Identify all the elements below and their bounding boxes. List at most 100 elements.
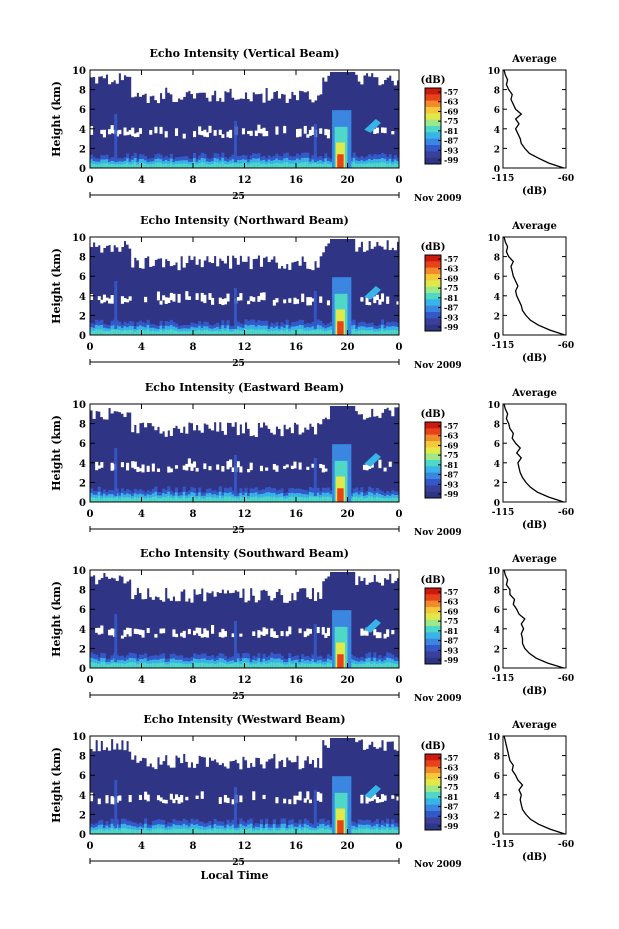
clear-air-gap <box>324 237 328 247</box>
clear-air-gap <box>229 237 233 269</box>
echo-cell <box>368 162 372 168</box>
date-label: 25 <box>232 359 245 369</box>
echo-cell <box>277 830 282 834</box>
clear-air-gap <box>236 404 240 436</box>
echo-cell <box>162 828 166 834</box>
echo-cell <box>229 163 233 168</box>
echo-cell <box>198 163 202 168</box>
clear-air-gap <box>162 736 166 762</box>
clear-air-gap <box>337 736 341 738</box>
clear-air-gap <box>275 404 279 427</box>
echo-cell <box>386 163 390 168</box>
clear-air-gap <box>380 127 385 133</box>
clear-air-gap <box>154 570 158 597</box>
clear-air-gap <box>259 237 264 267</box>
clear-air-gap <box>97 70 101 77</box>
clear-air-gap <box>285 464 289 468</box>
echo-cell <box>321 330 325 335</box>
heatmap <box>90 736 400 834</box>
echo-cell <box>380 329 385 335</box>
clear-air-gap <box>344 404 348 406</box>
echo-cell <box>329 830 333 834</box>
clear-air-gap <box>355 404 359 412</box>
clear-air-gap <box>316 791 320 801</box>
clear-air-gap <box>326 627 330 636</box>
clear-air-gap <box>321 736 325 741</box>
colorbar-swatch <box>425 441 441 448</box>
echo-cell <box>285 498 289 502</box>
echo-cell <box>144 498 148 502</box>
echo-cell <box>128 497 132 502</box>
echo-cell <box>370 163 374 168</box>
echo-cell <box>172 662 176 668</box>
clear-air-gap <box>95 70 99 84</box>
echo-cell <box>329 663 333 668</box>
clear-air-gap <box>368 465 372 469</box>
clear-air-gap <box>290 465 294 470</box>
clear-air-gap <box>141 70 145 95</box>
x-tick-label: 4 <box>138 841 145 852</box>
clear-air-gap <box>190 237 194 260</box>
clear-air-gap <box>265 570 269 591</box>
clear-air-gap <box>239 466 243 473</box>
clear-air-gap <box>226 293 230 302</box>
echo-cell <box>386 330 390 335</box>
echo-cell <box>321 496 325 502</box>
clear-air-gap <box>342 70 346 72</box>
colorbar-swatch <box>425 613 441 621</box>
clear-air-gap <box>319 793 323 802</box>
rain-event <box>332 110 381 168</box>
echo-cell <box>270 163 274 168</box>
echo-cell <box>267 496 271 502</box>
clear-air-gap <box>203 237 207 261</box>
echo-cell <box>133 829 137 834</box>
average-y-tick-label: 4 <box>494 792 500 802</box>
colorbar-tick-label: -69 <box>444 772 459 782</box>
average-frame <box>502 69 567 169</box>
clear-air-gap <box>370 237 374 249</box>
echo-cell <box>280 330 284 335</box>
clear-air-gap <box>393 70 397 86</box>
clear-air-gap <box>383 70 387 81</box>
clear-air-gap <box>326 129 330 139</box>
clear-air-gap <box>303 237 307 262</box>
clear-air-gap <box>241 128 245 135</box>
colorbar-swatch <box>425 88 441 95</box>
clear-air-gap <box>257 70 261 95</box>
clear-air-gap <box>332 570 336 572</box>
clear-air-gap <box>144 404 148 428</box>
colorbar-tick-label: -93 <box>444 145 459 155</box>
echo-cell <box>375 496 379 502</box>
average-line <box>503 735 566 835</box>
clear-air-gap <box>90 736 94 749</box>
clear-air-gap <box>195 404 199 426</box>
average-x-tick-label: -60 <box>558 840 574 850</box>
colorbar-swatch <box>425 422 441 429</box>
clear-air-gap <box>368 570 372 583</box>
echo-cell <box>396 163 400 168</box>
echo-cell <box>293 497 297 502</box>
x-tick-label: 16 <box>289 841 303 852</box>
echo-cell <box>95 329 99 335</box>
clear-air-gap <box>211 736 215 761</box>
clear-air-gap <box>283 736 287 768</box>
clear-air-gap <box>110 736 114 740</box>
echo-cell <box>123 663 127 668</box>
echo-cell <box>326 163 330 168</box>
clear-air-gap <box>102 570 106 574</box>
date-label: 25 <box>232 692 245 702</box>
echo-cell <box>95 829 99 834</box>
echo-cell <box>180 163 184 168</box>
clear-air-gap <box>110 294 114 304</box>
echo-cell <box>146 497 150 502</box>
echo-cell <box>110 163 114 168</box>
clear-air-gap <box>211 570 215 592</box>
colorbar-swatch <box>425 626 441 633</box>
clear-air-gap <box>342 237 346 239</box>
clear-air-gap <box>223 794 227 803</box>
echo-cell <box>306 497 310 502</box>
echo-cell <box>254 496 258 502</box>
clear-air-gap <box>190 570 194 603</box>
echo-cell <box>180 331 184 335</box>
clear-air-gap <box>198 404 202 431</box>
